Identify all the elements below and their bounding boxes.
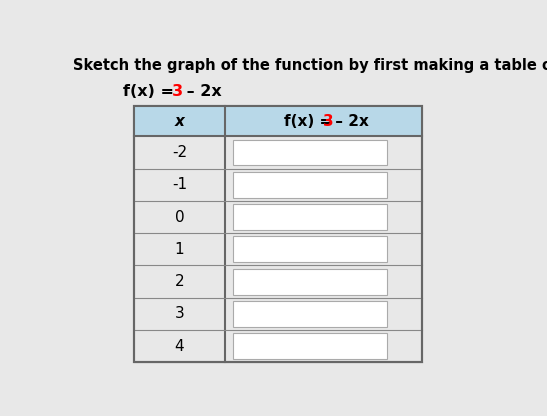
- Bar: [232, 269, 387, 295]
- Text: 0: 0: [174, 210, 184, 225]
- Bar: [232, 333, 387, 359]
- Text: x: x: [174, 114, 184, 129]
- Text: 3: 3: [323, 114, 334, 129]
- Text: f(x) =: f(x) =: [284, 114, 338, 129]
- Bar: [134, 106, 422, 136]
- Text: – 2x: – 2x: [330, 114, 369, 129]
- Bar: [232, 236, 387, 262]
- Bar: [232, 140, 387, 166]
- Text: 3: 3: [172, 84, 183, 99]
- Bar: [232, 172, 387, 198]
- Text: 4: 4: [174, 339, 184, 354]
- Text: 2: 2: [174, 274, 184, 289]
- Bar: [232, 301, 387, 327]
- Text: – 2x: – 2x: [181, 84, 222, 99]
- Text: 3: 3: [174, 306, 184, 321]
- Text: -2: -2: [172, 145, 187, 160]
- Text: 1: 1: [174, 242, 184, 257]
- Text: f(x) =: f(x) =: [124, 84, 180, 99]
- Bar: [134, 106, 422, 362]
- Text: Sketch the graph of the function by first making a table of: Sketch the graph of the function by firs…: [73, 58, 547, 73]
- Bar: [134, 106, 422, 362]
- Text: -1: -1: [172, 177, 187, 192]
- Bar: [232, 204, 387, 230]
